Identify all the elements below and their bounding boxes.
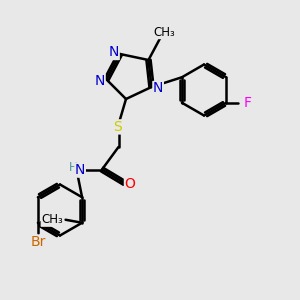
Text: N: N xyxy=(153,82,163,95)
Text: CH₃: CH₃ xyxy=(41,213,63,226)
Text: N: N xyxy=(95,74,105,88)
Text: N: N xyxy=(75,163,85,177)
Text: Br: Br xyxy=(30,235,46,249)
Text: F: F xyxy=(244,96,252,110)
Text: S: S xyxy=(113,120,122,134)
Text: N: N xyxy=(109,46,119,59)
Text: O: O xyxy=(124,178,135,191)
Text: H: H xyxy=(68,160,77,174)
Text: CH₃: CH₃ xyxy=(153,26,175,39)
